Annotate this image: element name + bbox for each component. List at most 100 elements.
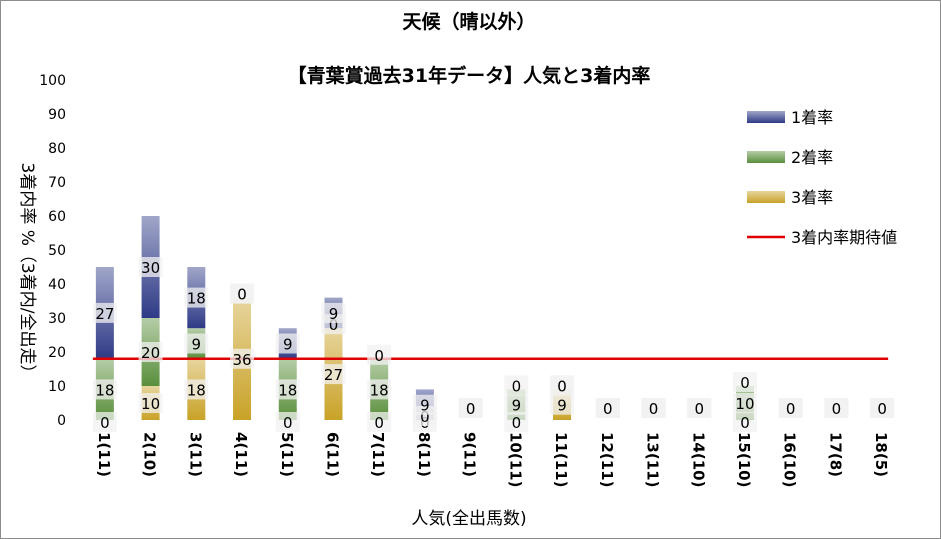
- data-label-bg: [778, 398, 803, 418]
- data-label-bg: [870, 398, 895, 418]
- data-label-bg: [92, 412, 117, 432]
- y-tick-label: 100: [39, 73, 66, 89]
- data-label: 0: [740, 414, 750, 432]
- data-label: 9: [192, 336, 202, 354]
- data-label: 0: [374, 347, 384, 365]
- data-label: 36: [232, 351, 251, 369]
- data-label: 0: [512, 377, 522, 395]
- y-tick-label: 70: [48, 175, 66, 191]
- data-label: 18: [370, 381, 389, 399]
- data-label: 18: [278, 381, 297, 399]
- data-label: 27: [95, 305, 114, 323]
- data-label: 10: [735, 395, 754, 413]
- data-label-bg: [824, 398, 849, 418]
- x-tick-label: 17(8): [826, 432, 844, 477]
- y-axis-title: 3着内率 %（3着内/全出走）: [17, 163, 37, 382]
- y-tick-label: 0: [57, 413, 66, 429]
- data-label-bg: [732, 372, 757, 392]
- x-tick-label: 14(10): [689, 432, 707, 487]
- data-label: 0: [100, 414, 110, 432]
- data-label-bg: [138, 257, 163, 277]
- y-tick-label: 40: [48, 277, 66, 293]
- data-label-bg: [92, 379, 117, 400]
- data-label: 0: [786, 400, 796, 418]
- x-tick-label: 8(11): [415, 432, 433, 477]
- data-labels-layer: 0182710203018918360001892709018000900009…: [92, 257, 895, 432]
- x-tick-label: 15(10): [735, 432, 753, 487]
- data-label: 0: [877, 400, 887, 418]
- x-axis-title: 人気(全出馬数): [411, 509, 526, 529]
- data-label-bg: [412, 394, 437, 415]
- y-tick-label: 50: [48, 243, 66, 259]
- data-label-bg: [138, 393, 163, 413]
- data-label-bg: [732, 393, 757, 413]
- data-label-bg: [184, 379, 209, 400]
- x-tick-label: 3(11): [186, 432, 204, 477]
- data-label-bg: [504, 375, 529, 396]
- data-label: 0: [237, 286, 247, 304]
- y-tick-label: 10: [48, 379, 66, 395]
- data-label-bg: [732, 412, 757, 432]
- data-label: 0: [420, 408, 430, 426]
- y-tick-label: 60: [48, 209, 66, 225]
- x-tick-label: 2(10): [141, 432, 159, 477]
- x-tick-label: 9(11): [461, 432, 479, 477]
- x-tick-label: 6(11): [323, 432, 341, 477]
- x-axis: 1(11) 2(10) 3(11) 4(11) 5(11) 6(11) 7(11) 8(11)…: [95, 432, 890, 487]
- x-tick-label: 1(11): [95, 432, 113, 477]
- data-label-bg: [367, 379, 392, 400]
- data-label: 0: [374, 414, 384, 432]
- chart-title: 天候（晴以外）: [402, 10, 535, 33]
- data-label: 0: [466, 400, 476, 418]
- x-tick-label: 5(11): [278, 432, 296, 477]
- data-label: 30: [141, 259, 160, 277]
- data-label: 9: [420, 397, 430, 415]
- data-label: 18: [187, 381, 206, 399]
- x-tick-label: 10(11): [506, 432, 524, 487]
- data-label: 0: [832, 400, 842, 418]
- data-label-bg: [550, 394, 575, 415]
- data-label-bg: [230, 283, 255, 304]
- data-label-bg: [184, 287, 209, 308]
- legend-label-reference: 3着内率期待値: [791, 228, 897, 247]
- data-label: 9: [512, 397, 522, 415]
- data-label-bg: [321, 302, 346, 323]
- x-tick-label: 16(10): [781, 432, 799, 487]
- y-axis: 0 10 20 30 40 50 60 70 80 90 100: [39, 73, 66, 429]
- data-label: 9: [557, 397, 567, 415]
- data-label: 0: [557, 377, 567, 395]
- data-label: 10: [141, 395, 160, 413]
- data-label: 0: [603, 400, 613, 418]
- data-label: 0: [283, 414, 293, 432]
- x-tick-label: 13(11): [644, 432, 662, 487]
- y-tick-label: 90: [48, 107, 66, 123]
- data-label-bg: [550, 375, 575, 396]
- data-label-bg: [92, 302, 117, 323]
- data-label: 0: [649, 400, 659, 418]
- x-tick-label: 7(11): [369, 432, 387, 477]
- y-tick-label: 20: [48, 345, 66, 361]
- data-label-bg: [275, 333, 300, 354]
- data-label-bg: [595, 398, 620, 418]
- data-label-bg: [138, 342, 163, 362]
- data-label: 0: [512, 414, 522, 432]
- data-label-bg: [641, 398, 666, 418]
- legend: 1着率 2着率 3着率 3着内率期待値: [747, 108, 897, 247]
- data-label: 0: [694, 400, 704, 418]
- data-label-bg: [184, 333, 209, 354]
- data-label-bg: [321, 364, 346, 385]
- data-label: 18: [95, 381, 114, 399]
- x-tick-label: 18(5): [872, 432, 890, 477]
- data-label: 20: [141, 344, 160, 362]
- data-label: 0: [740, 374, 750, 392]
- data-label: 18: [187, 290, 206, 308]
- legend-label: 3着率: [791, 188, 833, 207]
- data-label-bg: [458, 398, 483, 418]
- data-label: 9: [283, 336, 293, 354]
- legend-swatch: [747, 151, 785, 163]
- data-label-bg: [367, 344, 392, 365]
- data-label: 9: [329, 305, 339, 323]
- data-label-bg: [687, 398, 712, 418]
- legend-swatch: [747, 191, 785, 203]
